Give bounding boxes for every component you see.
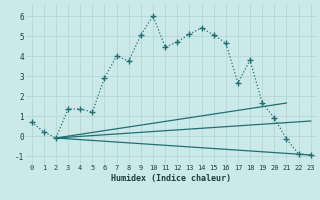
X-axis label: Humidex (Indice chaleur): Humidex (Indice chaleur) [111, 174, 231, 183]
